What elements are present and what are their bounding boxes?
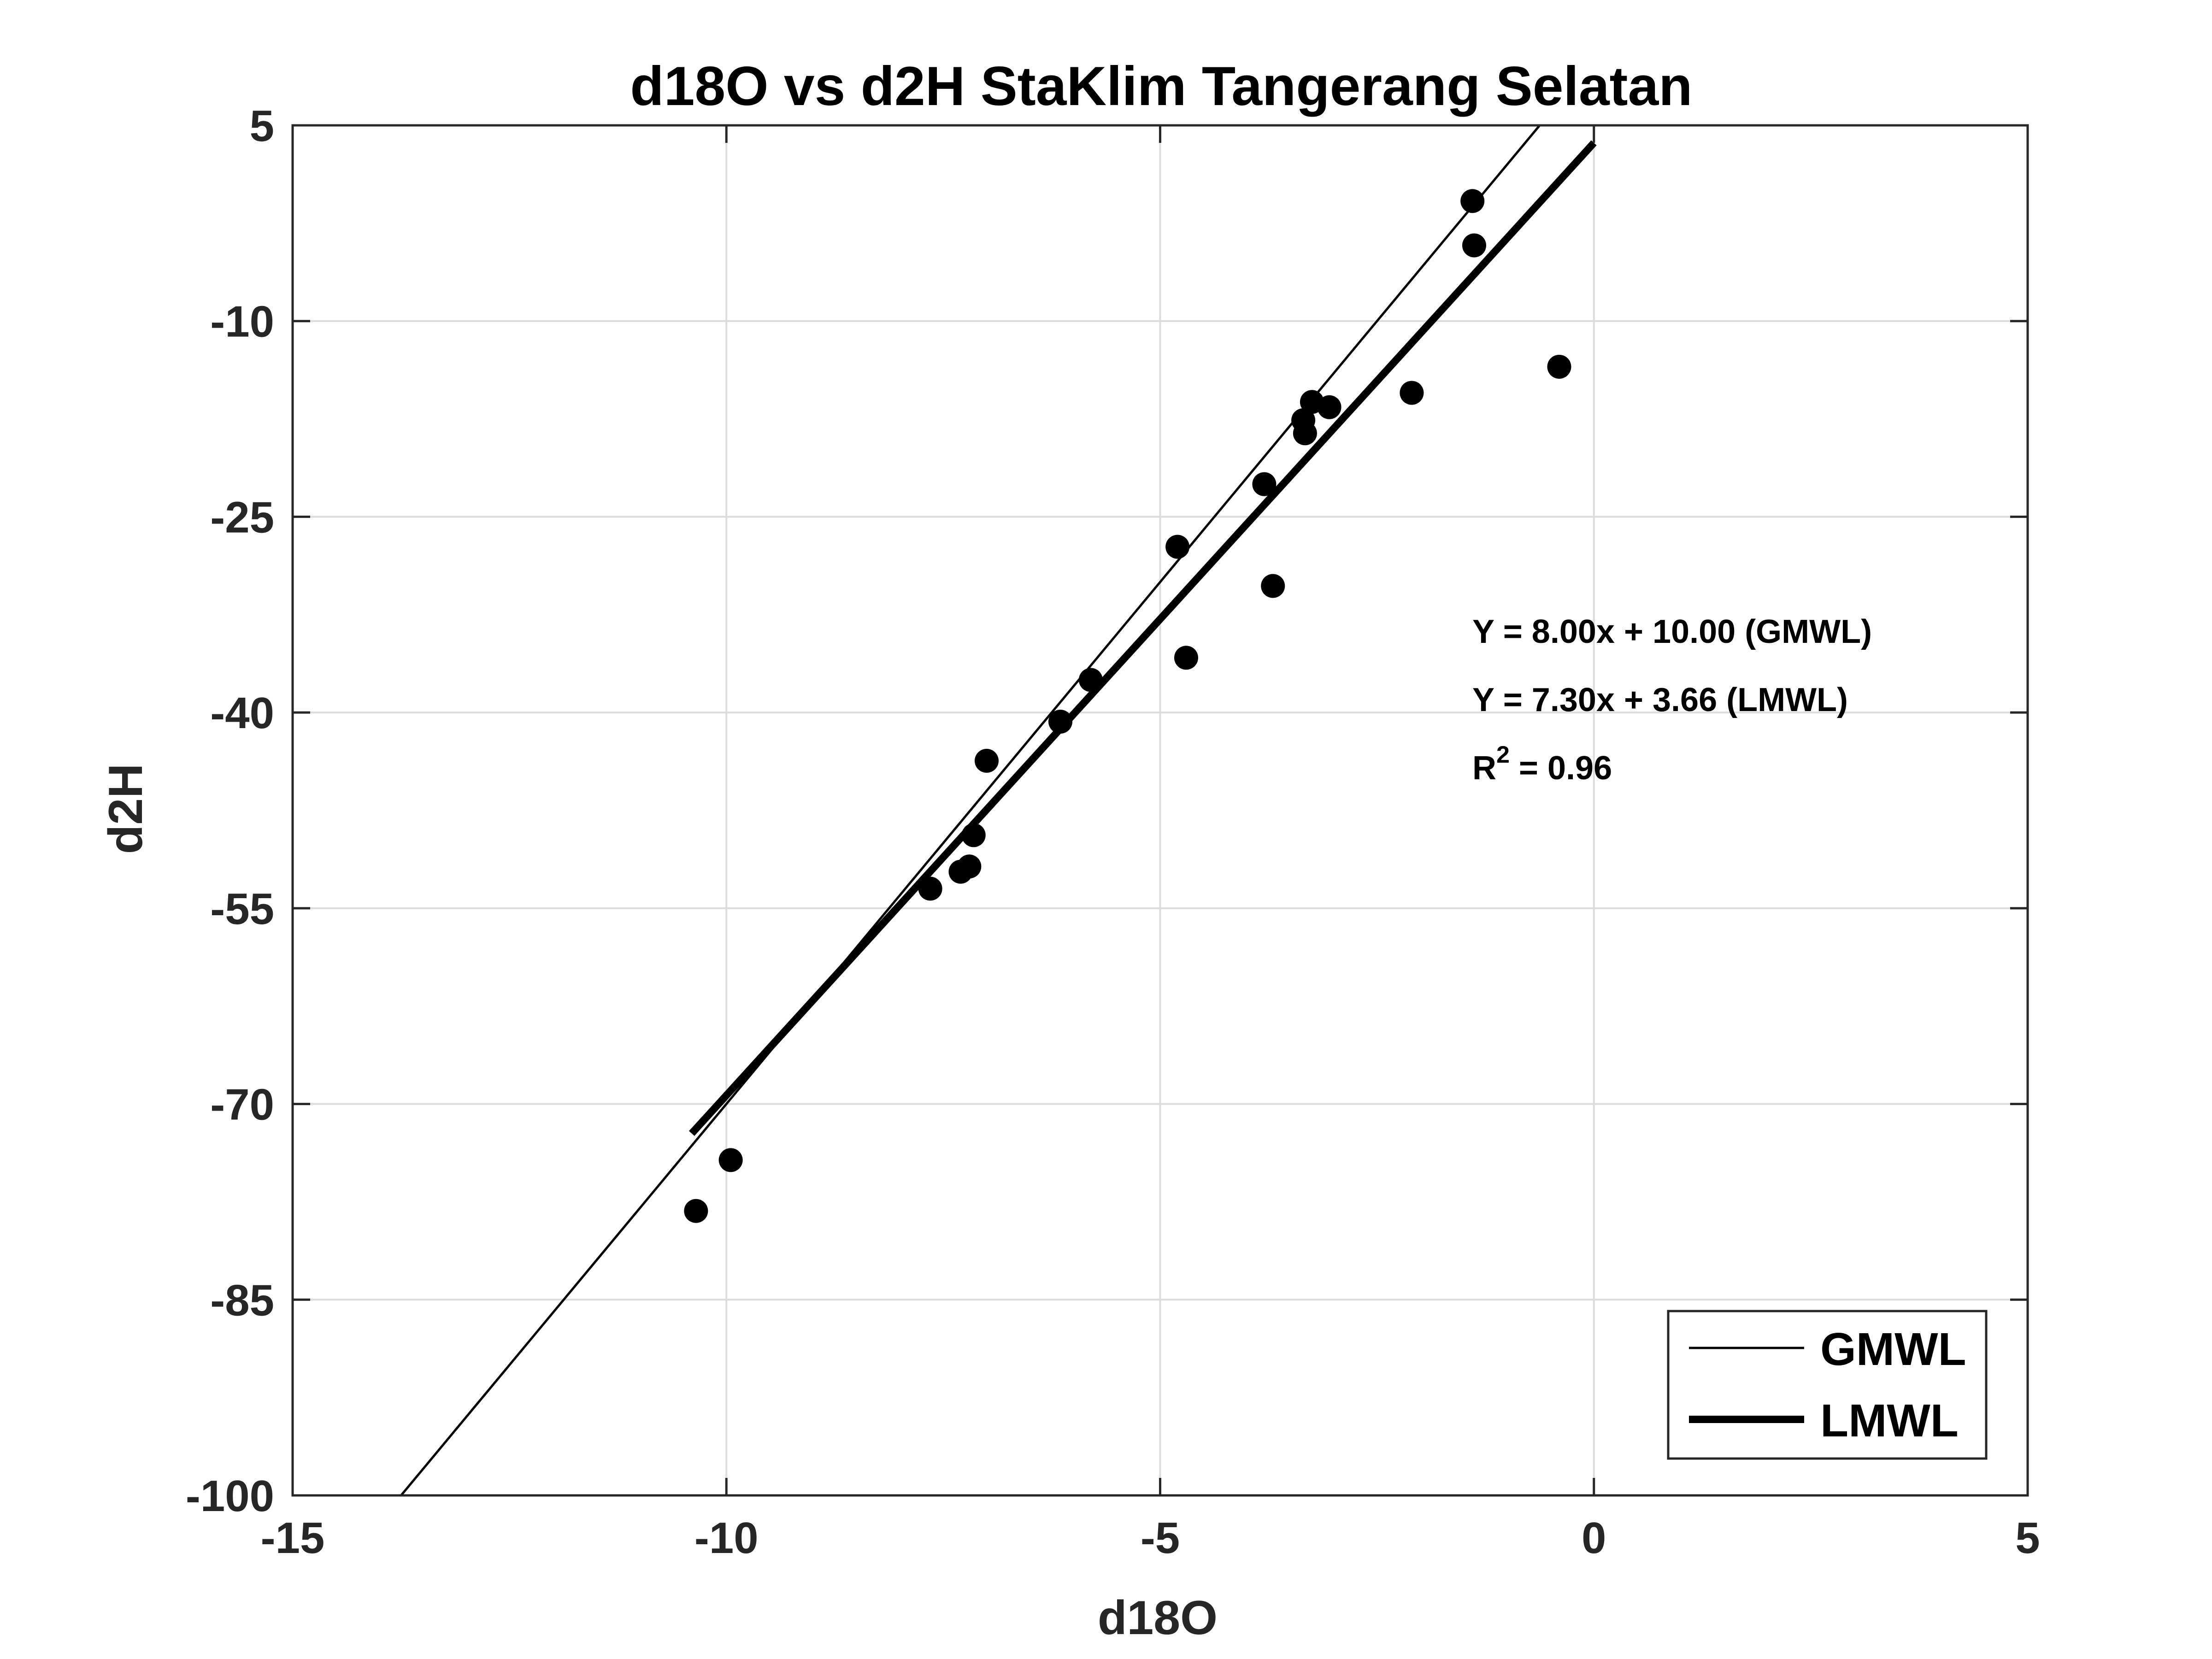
data-point <box>1317 395 1341 419</box>
axis-ticks <box>291 124 2029 1497</box>
data-points <box>684 189 1571 1223</box>
equation-annotation-1: Y = 8.00x + 10.00 (GMWL) <box>1472 613 1872 650</box>
data-point <box>918 877 942 901</box>
y-tick-label: -40 <box>210 688 274 738</box>
x-tick-label: 0 <box>1582 1513 1606 1563</box>
x-tick-label: -15 <box>261 1513 325 1563</box>
x-axis-label: d18O <box>1098 1591 1218 1645</box>
data-point <box>1252 472 1277 496</box>
data-point <box>1400 381 1424 405</box>
x-tick-label: 5 <box>2015 1513 2040 1563</box>
legend-label-lmwl: LMWL <box>1820 1395 1959 1447</box>
fit-lines <box>400 124 1597 1496</box>
fit-line-gmwl <box>400 124 1541 1496</box>
data-point <box>961 823 986 847</box>
y-axis-label: d2H <box>99 764 153 854</box>
y-tick-label: -85 <box>210 1276 274 1325</box>
x-tick-label: -10 <box>694 1513 759 1563</box>
data-point <box>1078 668 1103 692</box>
equation-annotations: Y = 8.00x + 10.00 (GMWL) Y = 7.30x + 3.66… <box>1472 613 1872 787</box>
fit-line-lmwl <box>689 140 1597 1136</box>
data-point <box>1165 535 1190 559</box>
equation-annotation-2: Y = 7.30x + 3.66 (LMWL) <box>1472 682 1848 718</box>
data-point <box>1547 354 1571 379</box>
y-tick-label: -55 <box>210 884 274 934</box>
y-tick-label: -25 <box>210 493 274 542</box>
x-tick-label: -5 <box>1141 1513 1180 1563</box>
data-point <box>1048 709 1073 734</box>
legend-box <box>1667 1310 1988 1460</box>
data-point <box>975 748 999 773</box>
data-point <box>684 1199 708 1223</box>
grid-lines <box>293 125 2028 1495</box>
y-tick-label: -10 <box>210 297 274 347</box>
tick-labels: -15 -10 -5 0 5 -100 -85 -70 -55 -40 -25 -10 5 <box>186 101 2040 1563</box>
legend-label-gmwl: GMWL <box>1820 1324 1966 1375</box>
y-tick-label: -100 <box>186 1471 274 1521</box>
data-point <box>1293 421 1317 446</box>
data-point <box>1462 233 1486 258</box>
y-tick-label: -70 <box>210 1080 274 1130</box>
data-point <box>1174 646 1198 670</box>
data-point <box>1460 189 1485 213</box>
data-point <box>718 1148 743 1172</box>
chart-title: d18O vs d2H StaKlim Tangerang Selatan <box>630 55 1692 117</box>
data-point <box>957 854 982 879</box>
legend: GMWL LMWL <box>1667 1310 1988 1460</box>
y-tick-label: 5 <box>250 101 274 151</box>
equation-annotation-3: R2 = 0.96 <box>1472 741 1612 787</box>
data-point <box>1261 574 1285 598</box>
